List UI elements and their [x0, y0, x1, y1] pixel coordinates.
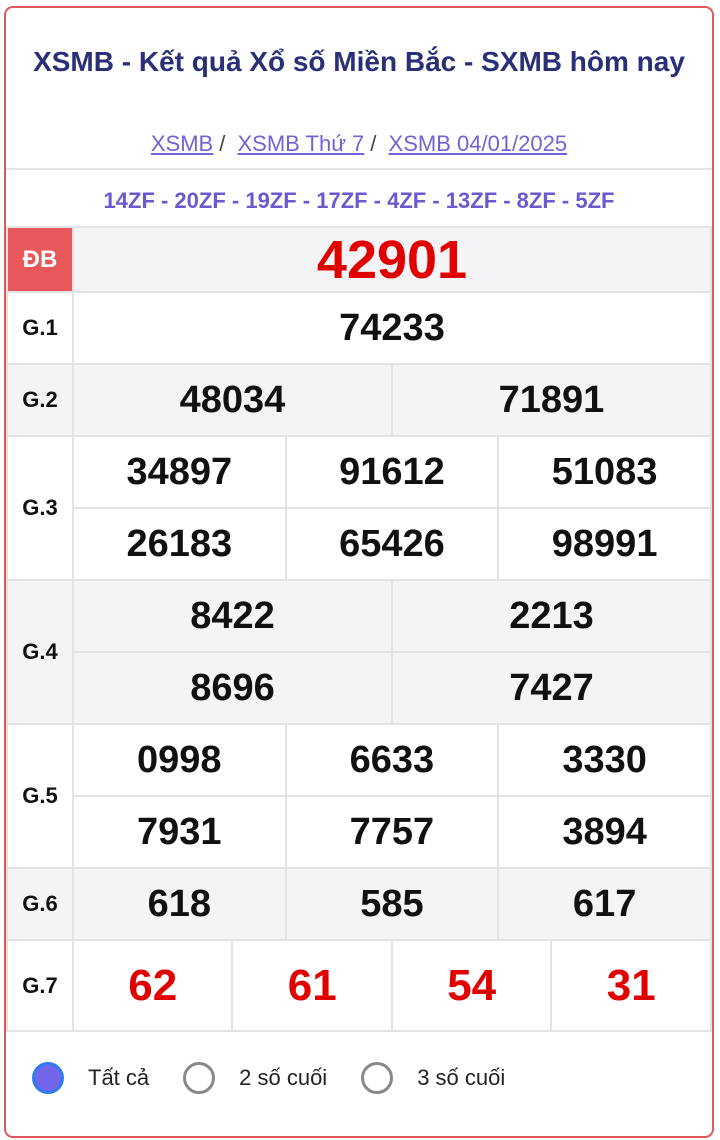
digit-filter: Tất cả 2 số cuối 3 số cuối — [6, 1062, 712, 1094]
row-g5b: 7931 7757 3894 — [7, 795, 712, 869]
prize-number: 8422 — [72, 579, 393, 653]
draw-codes: 14ZF - 20ZF - 19ZF - 17ZF - 4ZF - 13ZF -… — [103, 188, 615, 213]
radio-selected-icon[interactable] — [32, 1062, 64, 1094]
prize-number: 74233 — [72, 291, 712, 365]
row-g6: G.6 618 585 617 — [6, 867, 712, 941]
prize-label: ĐB — [6, 226, 74, 293]
breadcrumb-thu7[interactable]: XSMB Thứ 7 — [237, 131, 365, 156]
prize-number: 2213 — [390, 579, 712, 653]
row-g4b: 8696 7427 — [7, 651, 712, 725]
row-g3b: 26183 65426 98991 — [7, 507, 712, 581]
row-g3: G.3 34897 91612 51083 — [6, 435, 712, 581]
prize-label: G.6 — [6, 867, 74, 941]
prize-number: 51083 — [497, 435, 712, 509]
prize-label: G.3 — [6, 435, 74, 581]
prize-number: 65426 — [284, 507, 500, 581]
prize-number: 26183 — [72, 507, 287, 581]
divider — [6, 168, 712, 170]
prize-number: 48034 — [72, 363, 393, 437]
prize-number: 71891 — [390, 363, 712, 437]
radio-icon[interactable] — [183, 1062, 216, 1094]
filter-label: 2 số cuối — [239, 1065, 328, 1090]
prize-number: 585 — [284, 867, 500, 941]
page-title: XSMB - Kết quả Xổ số Miền Bắc - SXMB hôm… — [33, 46, 685, 77]
prize-number: 34897 — [72, 435, 287, 509]
prize-number: 7931 — [72, 795, 287, 869]
prize-label: G.5 — [6, 723, 74, 869]
prize-label: G.7 — [6, 939, 74, 1032]
prize-number: 3894 — [497, 795, 712, 869]
row-g1: G.1 74233 — [6, 291, 712, 365]
prize-number: 8696 — [72, 651, 393, 725]
filter-all[interactable]: Tất cả — [32, 1062, 149, 1094]
row-g2: G.2 48034 71891 — [6, 363, 712, 437]
breadcrumb-xsmb[interactable]: XSMB — [150, 131, 214, 156]
prize-number: 62 — [71, 939, 234, 1032]
row-g7: G.7 62 61 54 31 — [6, 939, 712, 1032]
results-table: ĐB 42901 G.1 74233 G.2 48034 71891 G.3 34897 9… — [6, 226, 712, 1032]
prize-label: G.1 — [6, 291, 74, 365]
prize-label: G.2 — [6, 363, 74, 437]
special-prize: 42901 — [72, 226, 712, 293]
prize-label: G.4 — [6, 579, 74, 725]
filter-label: 3 số cuối — [417, 1065, 506, 1090]
prize-number: 54 — [390, 939, 553, 1032]
prize-number: 98991 — [497, 507, 712, 581]
prize-number: 0998 — [72, 723, 287, 797]
breadcrumb-date[interactable]: XSMB 04/01/2025 — [388, 131, 568, 156]
prize-number: 7757 — [284, 795, 500, 869]
prize-number: 618 — [72, 867, 287, 941]
row-g5: G.5 0998 6633 3330 — [6, 723, 712, 869]
filter-3-digits[interactable]: 3 số cuối — [361, 1062, 505, 1094]
row-g4: G.4 8422 2213 — [6, 579, 712, 725]
prize-number: 61 — [231, 939, 393, 1032]
prize-number: 31 — [550, 939, 712, 1032]
filter-label: Tất cả — [88, 1065, 150, 1090]
prize-number: 6633 — [284, 723, 500, 797]
breadcrumb: XSMB / XSMB Thứ 7/ XSMB 04/01/2025 — [150, 131, 568, 156]
radio-icon[interactable] — [361, 1062, 394, 1094]
prize-number: 3330 — [497, 723, 712, 797]
prize-number: 617 — [497, 867, 712, 941]
prize-number: 7427 — [390, 651, 712, 725]
results-card: XSMB - Kết quả Xổ số Miền Bắc - SXMB hôm… — [4, 6, 714, 1138]
row-db: ĐB 42901 — [6, 226, 712, 293]
prize-number: 91612 — [284, 435, 500, 509]
filter-2-digits[interactable]: 2 số cuối — [183, 1062, 327, 1094]
